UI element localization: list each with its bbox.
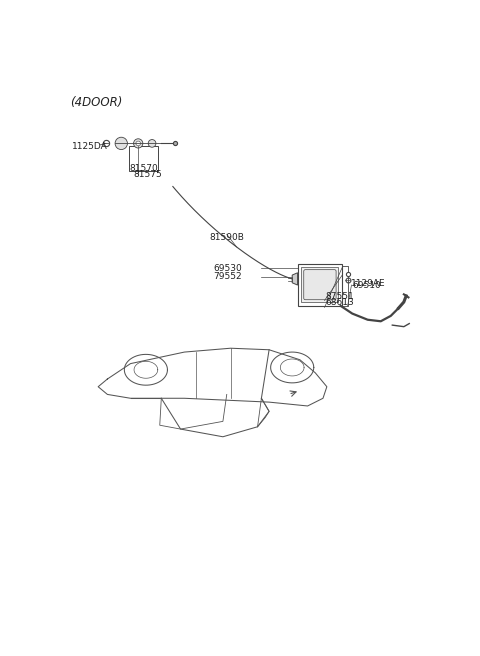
Bar bbox=[298, 264, 342, 306]
Bar bbox=[129, 146, 158, 171]
FancyBboxPatch shape bbox=[304, 270, 336, 300]
Circle shape bbox=[133, 139, 143, 148]
Circle shape bbox=[115, 137, 127, 150]
Text: 81570: 81570 bbox=[129, 163, 158, 173]
Circle shape bbox=[148, 140, 156, 147]
Text: 81575: 81575 bbox=[133, 170, 162, 178]
Text: 79552: 79552 bbox=[214, 272, 242, 281]
Text: (4DOOR): (4DOOR) bbox=[71, 96, 123, 109]
Text: 68613: 68613 bbox=[325, 298, 354, 306]
Circle shape bbox=[136, 141, 141, 146]
Polygon shape bbox=[292, 273, 298, 285]
Bar bbox=[301, 268, 338, 302]
Text: 87551: 87551 bbox=[325, 293, 354, 301]
Text: 1125DA: 1125DA bbox=[72, 142, 108, 151]
Text: 81590B: 81590B bbox=[209, 233, 244, 242]
Text: 69510: 69510 bbox=[352, 281, 381, 289]
Text: 69530: 69530 bbox=[214, 264, 242, 273]
Text: 1129AE: 1129AE bbox=[351, 279, 385, 288]
